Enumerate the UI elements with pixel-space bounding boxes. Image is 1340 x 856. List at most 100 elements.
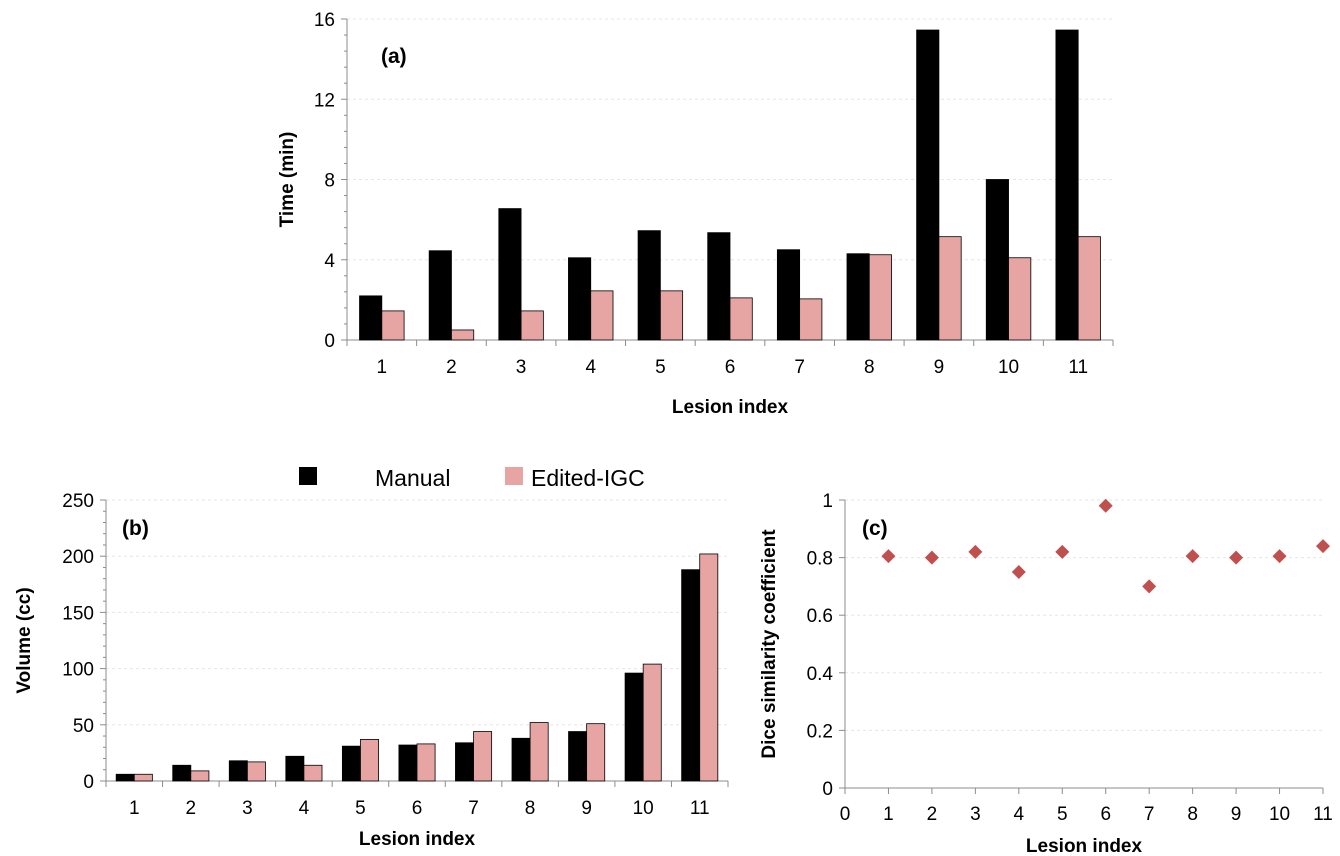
y-tick-label: 250	[62, 491, 94, 512]
x-tick-label: 11	[690, 798, 710, 819]
bar-edited-igc-6	[416, 743, 436, 782]
chart-panel-b: 0 50 100 150 200 250 1 2 3 4 5 6 7 8 9 10 11 (b) Lesion in…	[14, 491, 729, 850]
y-tick-label: 0.6	[807, 606, 833, 627]
bar-manual-7	[776, 249, 801, 341]
bar-edited-igc-11	[1077, 236, 1101, 341]
x-tick-label: 9	[934, 357, 945, 378]
x-tick-label: 0	[840, 804, 851, 825]
scatter-point-5	[1055, 544, 1070, 559]
legend-swatch-edited-igc	[505, 467, 523, 485]
y-tick-label: 0.8	[807, 549, 833, 570]
bar-manual-2	[428, 250, 452, 341]
x-tick-label: 11	[1313, 804, 1333, 825]
x-tick-label: 11	[1068, 357, 1088, 378]
bar-edited-igc-10	[642, 663, 662, 782]
y-tick-label: 16	[314, 10, 335, 31]
y-tick-label: 0	[324, 331, 335, 352]
legend: Manual Edited-IGC	[299, 465, 645, 491]
bar-manual-5	[637, 230, 661, 341]
y-axis-title: Volume (cc)	[14, 587, 35, 693]
bar-edited-igc-4	[303, 764, 323, 782]
x-tick-label: 6	[412, 798, 423, 819]
x-tick-label: 6	[1100, 804, 1111, 825]
x-tick-label: 3	[970, 804, 981, 825]
x-tick-label: 5	[1057, 804, 1068, 825]
y-axis-title: Time (min)	[277, 132, 298, 228]
bar-manual-11	[1055, 29, 1079, 341]
panel-label: (a)	[381, 45, 407, 68]
x-tick-label: 2	[927, 804, 938, 825]
y-tick-label: 100	[62, 660, 94, 681]
y-tick-label: 50	[73, 716, 94, 737]
bar-manual-1	[115, 773, 135, 782]
y-tick-label: 0.2	[807, 721, 833, 742]
bar-edited-igc-2	[451, 329, 475, 341]
scatter-point-1	[881, 549, 896, 564]
scatter-point-3	[968, 544, 983, 559]
y-tick-label: 12	[314, 90, 335, 111]
x-tick-label: 9	[1231, 804, 1242, 825]
legend-label-edited-igc: Edited-IGC	[531, 465, 645, 491]
bar-manual-11	[681, 569, 701, 782]
bar-manual-9	[568, 731, 588, 782]
x-tick-label: 1	[129, 798, 140, 819]
bar-manual-3	[228, 760, 248, 782]
x-tick-label: 9	[581, 798, 592, 819]
bar-manual-10	[985, 179, 1009, 341]
bar-edited-igc-7	[799, 298, 823, 341]
bar-manual-4	[568, 257, 592, 341]
bar-edited-igc-9	[938, 236, 962, 341]
bar-manual-10	[624, 672, 644, 782]
scatter-point-9	[1229, 550, 1244, 565]
bar-edited-igc-6	[729, 297, 753, 341]
x-tick-label: 2	[186, 798, 197, 819]
bar-manual-6	[707, 232, 731, 341]
bar-edited-igc-2	[190, 770, 210, 782]
panel-label: (c)	[862, 517, 888, 540]
x-tick-label: 7	[468, 798, 479, 819]
bar-manual-5	[341, 745, 361, 782]
x-tick-label: 5	[355, 798, 366, 819]
x-tick-label: 3	[516, 357, 527, 378]
x-tick-label: 7	[1144, 804, 1155, 825]
y-tick-label: 0	[822, 779, 833, 800]
x-tick-label: 2	[446, 357, 457, 378]
y-tick-label: 200	[62, 547, 94, 568]
bar-manual-3	[498, 208, 522, 341]
bar-edited-igc-9	[586, 723, 606, 782]
bar-edited-igc-8	[868, 254, 892, 341]
panel-label: (b)	[122, 517, 149, 540]
bar-manual-6	[398, 744, 418, 782]
bar-edited-igc-4	[590, 290, 614, 341]
bar-edited-igc-1	[381, 310, 405, 341]
x-tick-label: 10	[998, 357, 1019, 378]
x-tick-label: 5	[655, 357, 666, 378]
x-tick-label: 8	[1187, 804, 1198, 825]
x-tick-label: 4	[299, 798, 310, 819]
x-tick-label: 10	[1269, 804, 1290, 825]
legend-swatch-manual	[299, 467, 317, 485]
bar-manual-7	[455, 742, 474, 782]
scatter-point-4	[1011, 565, 1026, 579]
y-tick-label: 1	[822, 491, 833, 512]
bar-manual-9	[916, 29, 940, 341]
x-tick-label: 8	[864, 357, 875, 378]
y-tick-label: 8	[324, 171, 335, 192]
x-tick-label: 10	[633, 798, 654, 819]
chart-panel-c: 00.20.40.60.810 1 2 3 4 5 6 7 8 9 10 11(c)Lesion in…	[759, 491, 1333, 856]
y-tick-label: 0	[83, 772, 94, 793]
x-tick-label: 8	[525, 798, 536, 819]
legend-label-manual: Manual	[375, 465, 450, 491]
x-tick-label: 4	[1014, 804, 1025, 825]
x-tick-label: 1	[883, 804, 894, 825]
x-axis-title: Lesion index	[1026, 836, 1143, 856]
scatter-point-7	[1142, 579, 1157, 594]
bar-manual-8	[511, 737, 531, 782]
x-axis-title: Lesion index	[359, 829, 476, 850]
bar-edited-igc-8	[529, 722, 549, 782]
x-tick-label: 1	[377, 357, 388, 378]
y-tick-label: 0.4	[807, 664, 834, 685]
y-tick-label: 4	[324, 251, 335, 272]
x-tick-label: 4	[585, 357, 596, 378]
